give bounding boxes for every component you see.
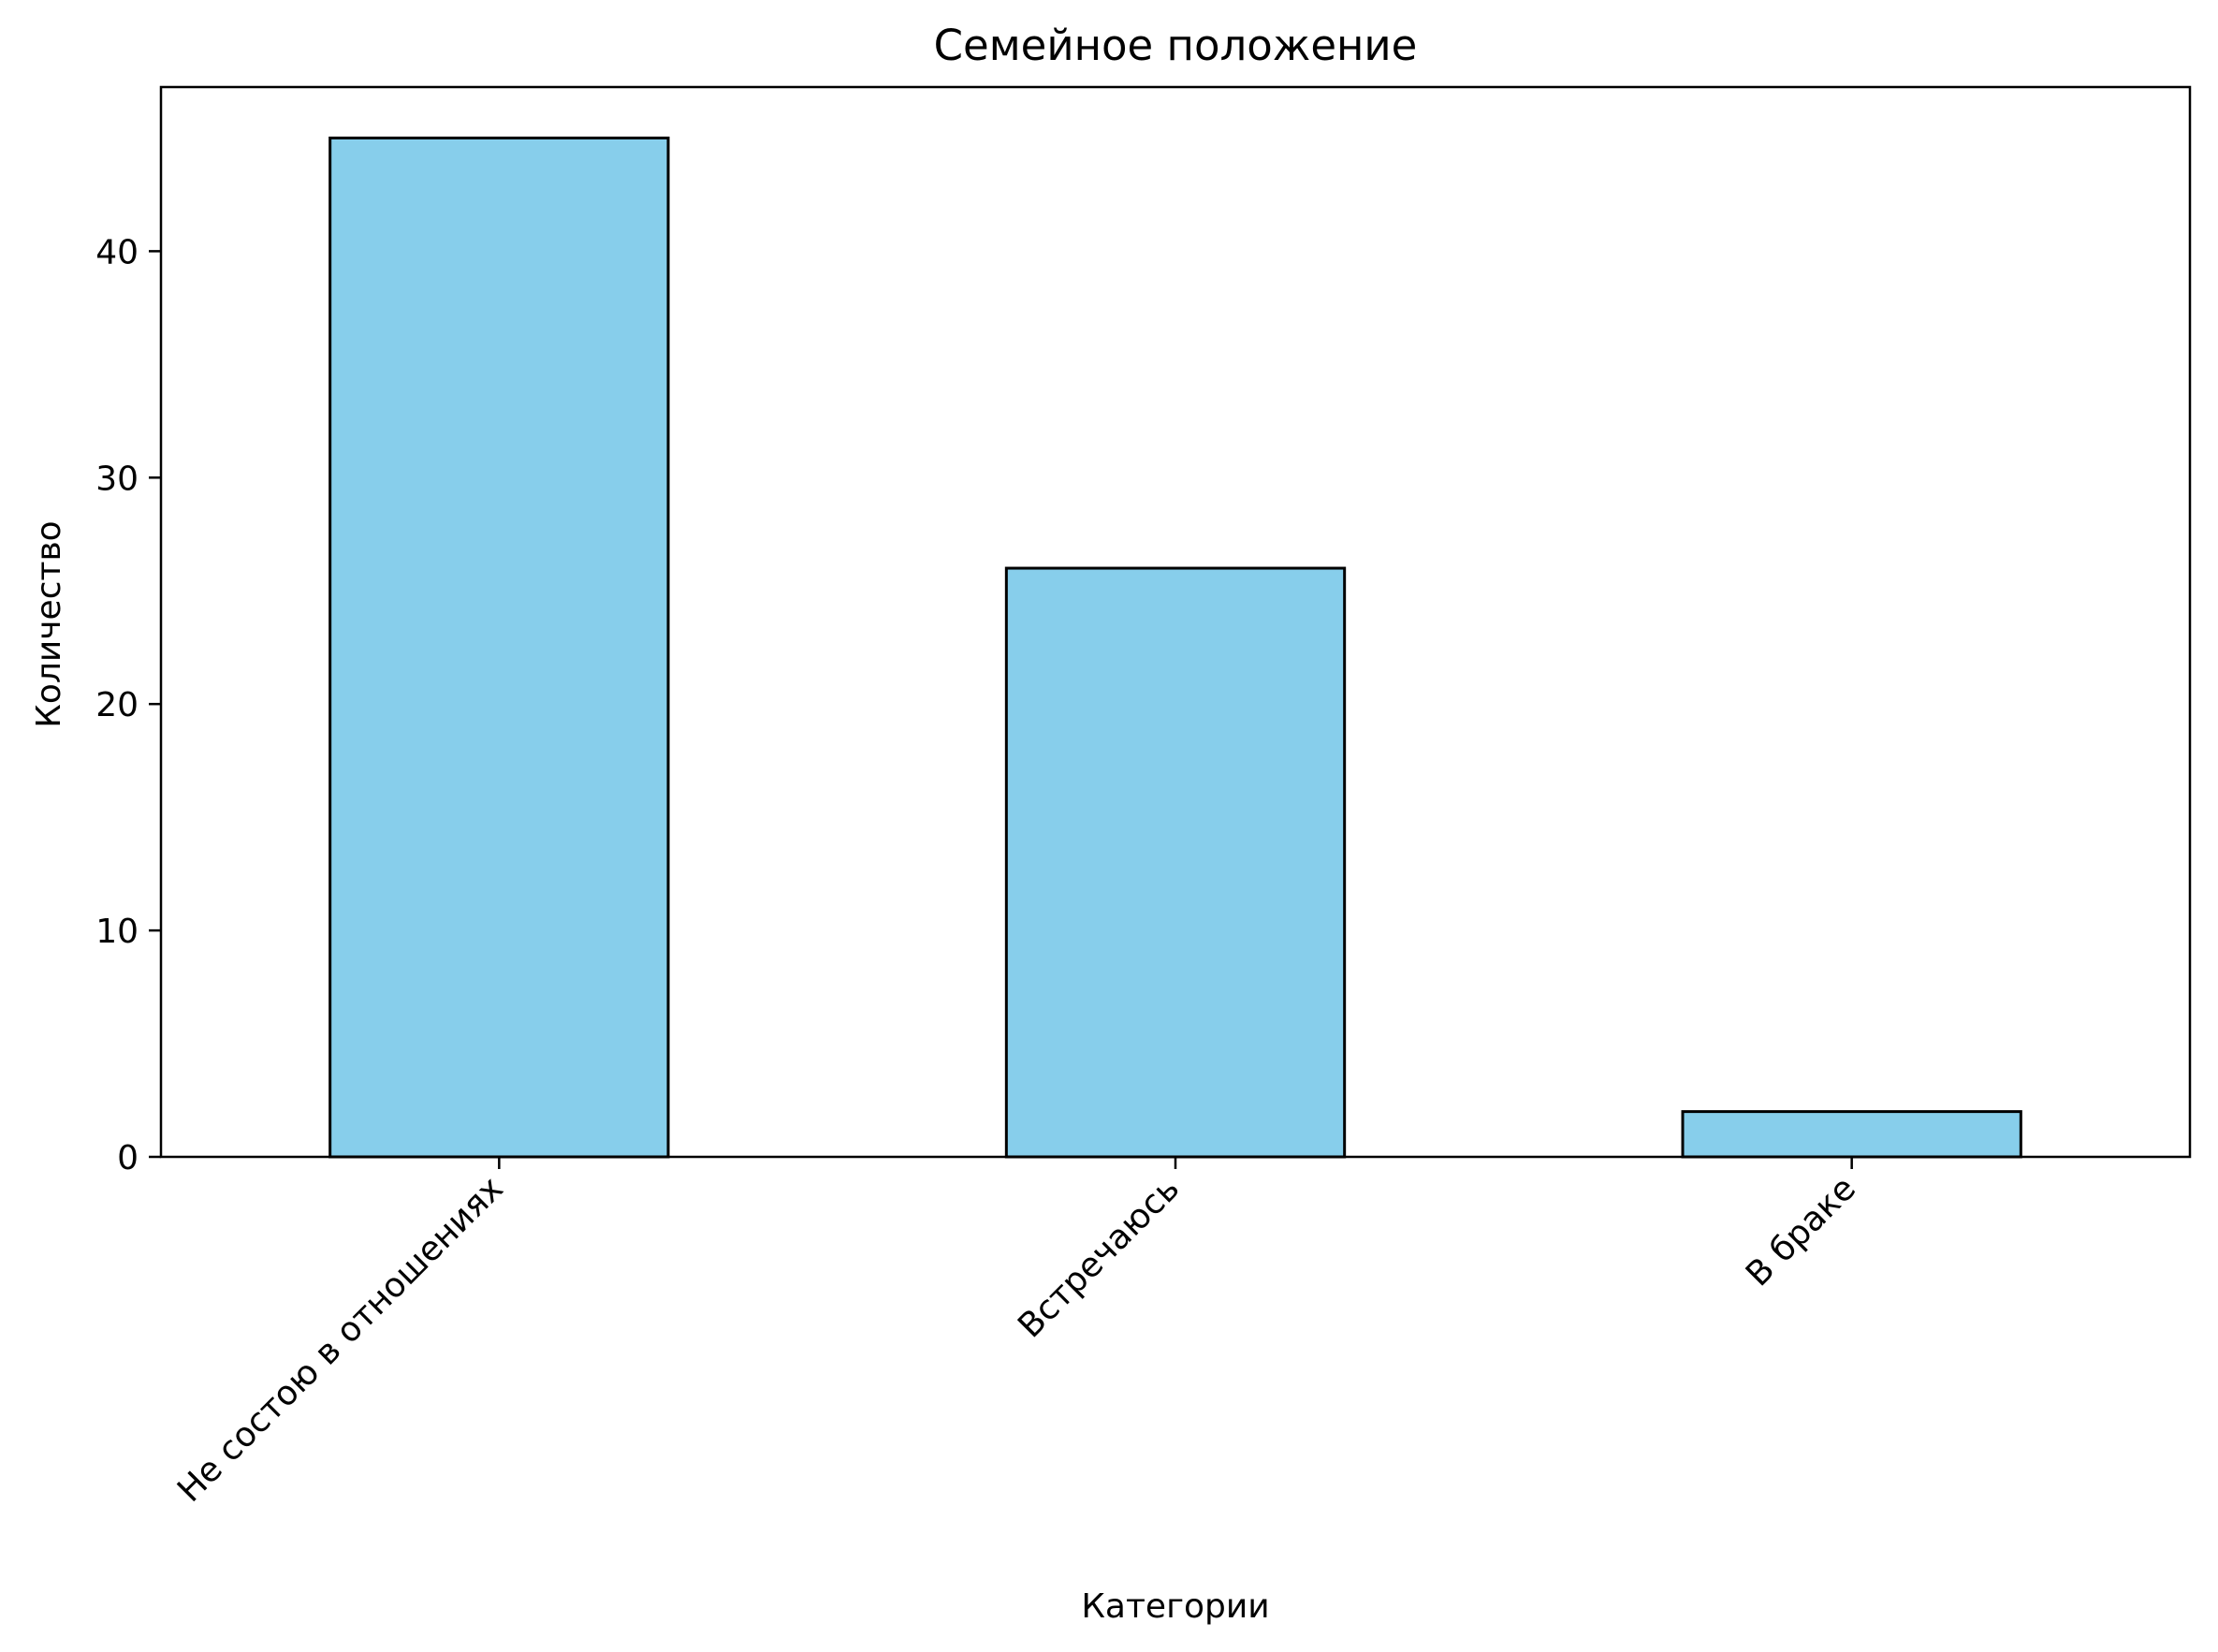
chart-title: Семейное положение: [934, 21, 1418, 70]
bars-layer: [328, 136, 2022, 1159]
bar-0: [328, 136, 670, 1159]
y-tick-label: 20: [95, 686, 139, 724]
y-tick-label: 10: [95, 913, 139, 951]
bar-1: [1004, 566, 1347, 1159]
x-axis-label: Категории: [1081, 1587, 1269, 1626]
y-axis-label: Количество: [30, 520, 68, 727]
bar-2: [1681, 1110, 2022, 1159]
y-tick-label: 40: [95, 233, 139, 271]
plot-frame: [159, 85, 2192, 1159]
y-tick-label: 30: [95, 460, 139, 498]
y-tick-label: 0: [117, 1139, 139, 1177]
